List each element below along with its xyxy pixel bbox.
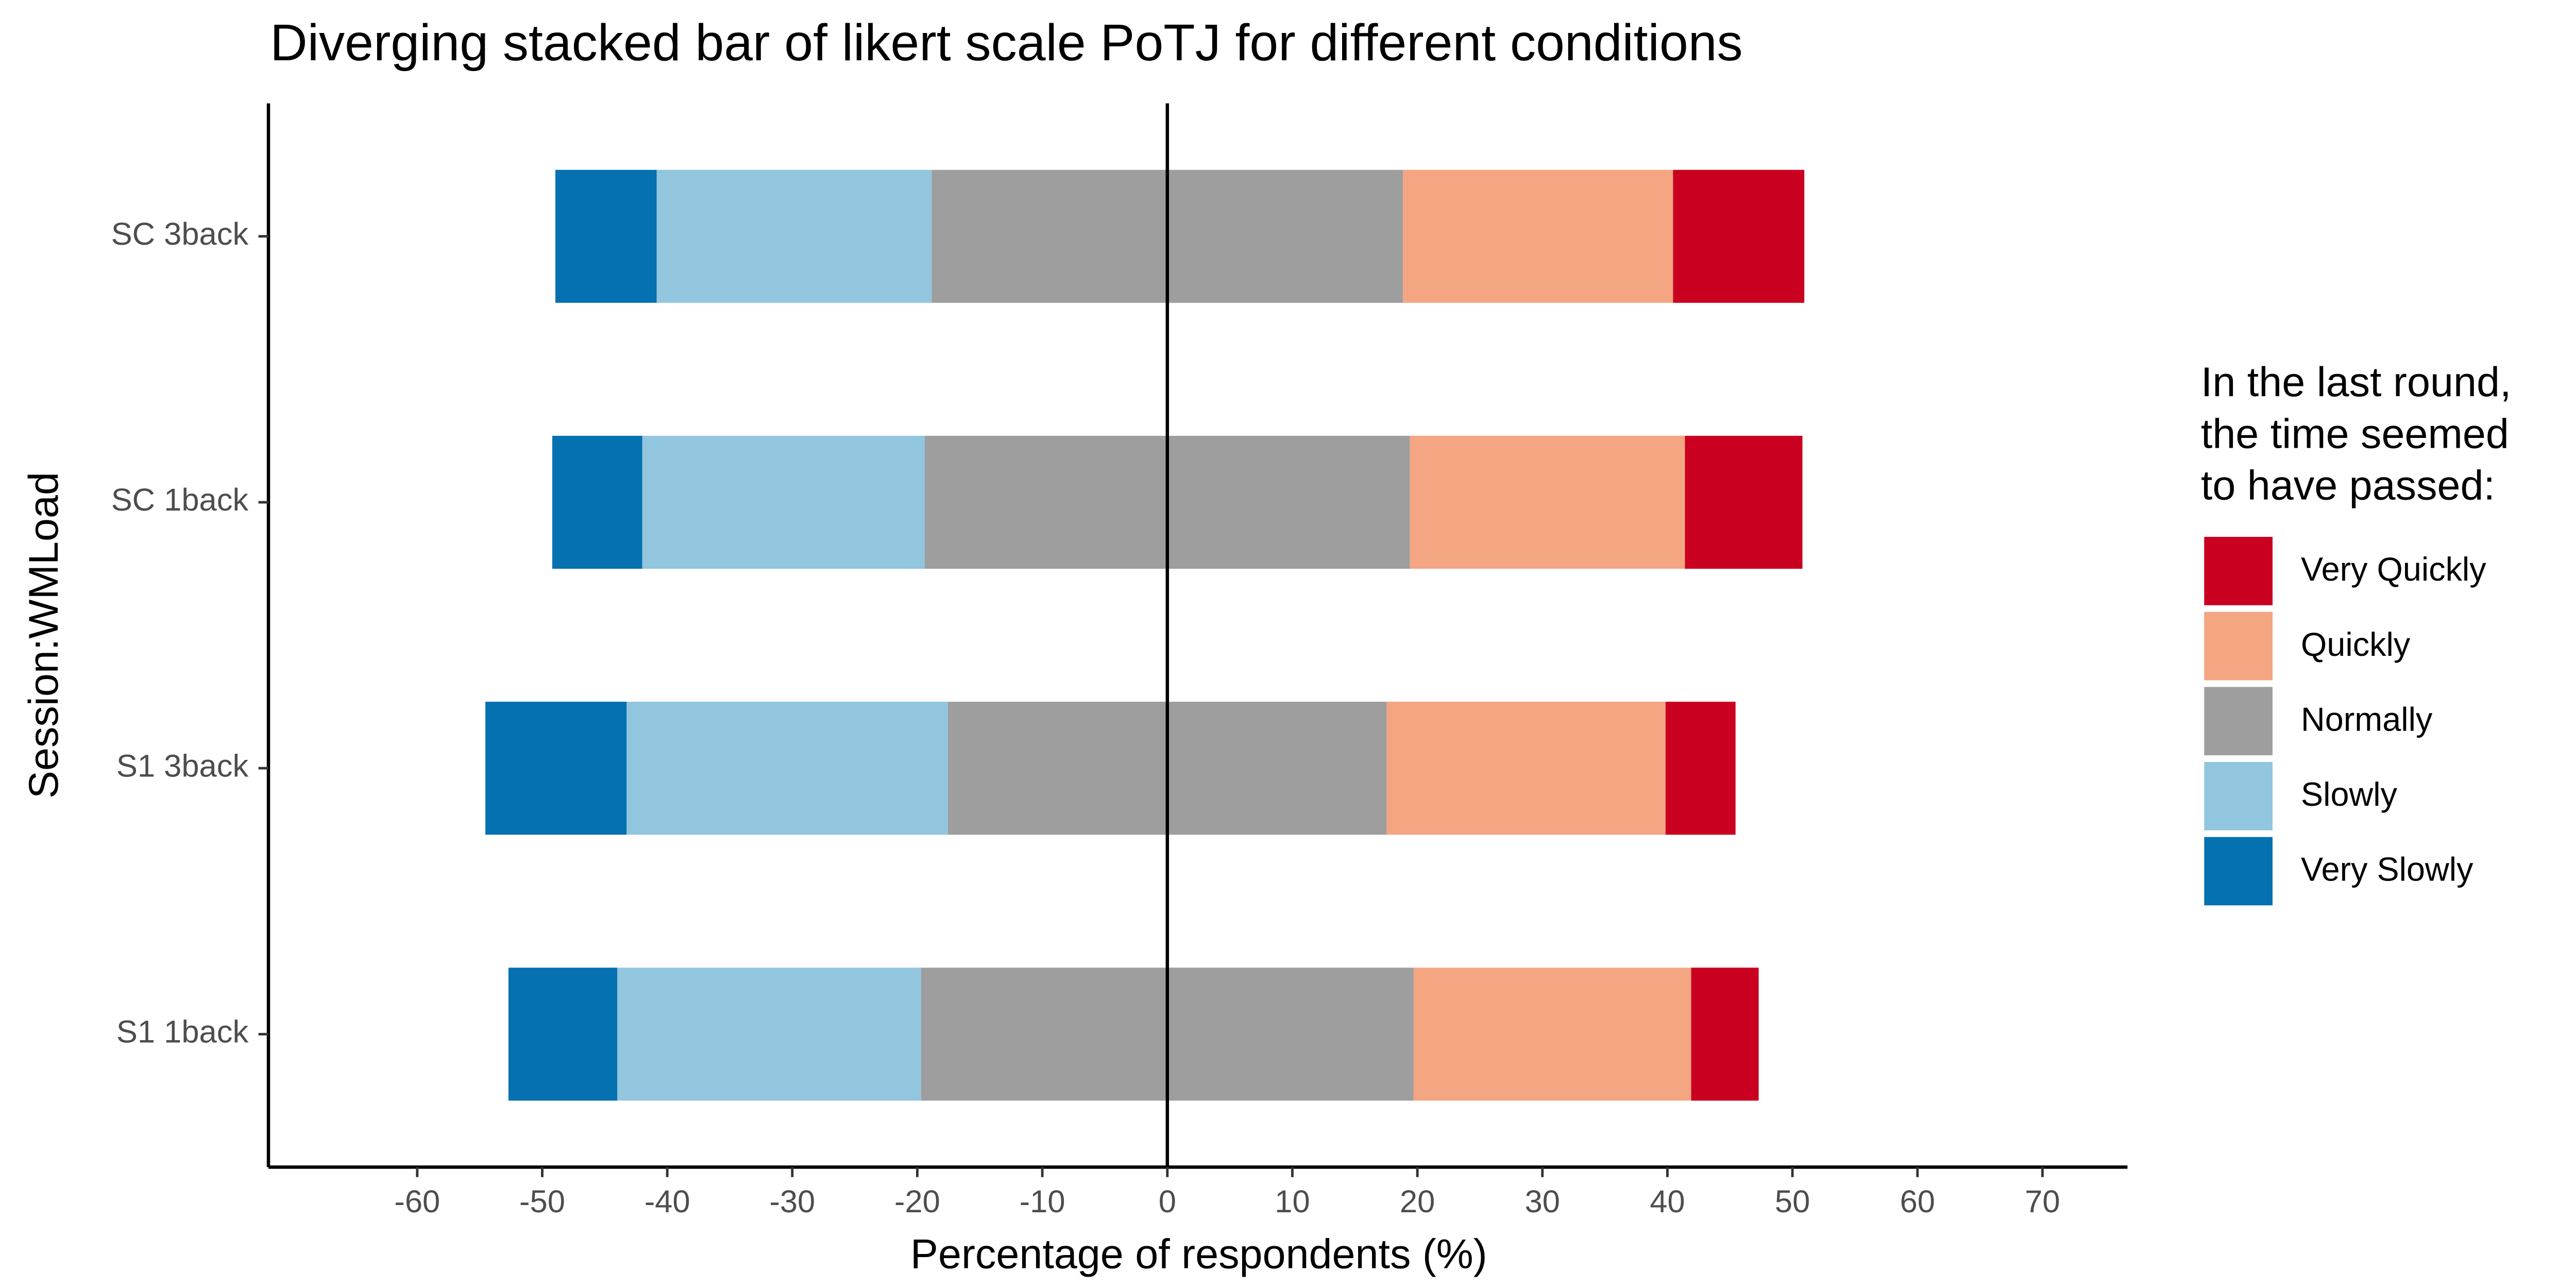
- bar-segment: [552, 435, 642, 569]
- y-tick-label: S1 1back: [116, 1014, 249, 1050]
- x-tick-label: -50: [519, 1184, 565, 1219]
- legend-label: Very Slowly: [2301, 851, 2473, 888]
- x-axis-title: Percentage of respondents (%): [910, 1231, 1487, 1278]
- legend-title: In the last round,: [2201, 359, 2512, 405]
- bar-segment: [656, 170, 932, 303]
- y-axis-title: Session:WMLoad: [21, 472, 67, 799]
- legend-label: Very Quickly: [2301, 550, 2486, 588]
- x-tick-label: 20: [1400, 1184, 1435, 1219]
- bar-segment: [1685, 435, 1803, 569]
- bar-segment: [485, 702, 627, 835]
- bar-segment: [642, 435, 925, 569]
- x-tick-label: -10: [1020, 1184, 1065, 1219]
- bar-segment: [555, 170, 657, 303]
- legend-key: [2204, 537, 2273, 605]
- x-tick-label: -30: [769, 1184, 815, 1219]
- x-tick-label: 0: [1159, 1184, 1176, 1219]
- x-tick-label: 60: [1900, 1184, 1935, 1219]
- legend-key: [2204, 761, 2273, 831]
- y-tick-label: SC 1back: [111, 482, 249, 518]
- x-tick-label: 50: [1775, 1184, 1810, 1219]
- bar-segment: [1413, 968, 1691, 1101]
- legend-label: Slowly: [2301, 775, 2398, 813]
- bar-segment: [1691, 968, 1759, 1101]
- bar-segment: [1386, 702, 1666, 835]
- y-tick-label: SC 3back: [111, 216, 249, 252]
- legend-key: [2204, 612, 2273, 681]
- bar-segment: [1403, 170, 1673, 303]
- x-tick-label: -40: [645, 1184, 690, 1219]
- legend-label: Quickly: [2301, 625, 2411, 663]
- x-tick-label: 40: [1650, 1184, 1685, 1219]
- x-tick-label: -20: [894, 1184, 940, 1219]
- legend-key: [2204, 837, 2273, 906]
- x-tick-label: -60: [394, 1184, 440, 1219]
- legend-title: to have passed:: [2201, 463, 2495, 509]
- bar-segment: [1673, 170, 1805, 303]
- bar-segment: [626, 702, 948, 835]
- y-tick-label: S1 3back: [116, 748, 249, 784]
- legend-label: Normally: [2301, 700, 2433, 738]
- chart-title: Diverging stacked bar of likert scale Po…: [270, 14, 1742, 72]
- x-tick-label: 10: [1275, 1184, 1310, 1219]
- bar-segment: [508, 968, 618, 1101]
- bar-segment: [617, 968, 921, 1101]
- bar-segment: [1410, 435, 1685, 569]
- legend-key: [2204, 687, 2273, 756]
- legend-title: the time seemed: [2201, 411, 2509, 457]
- x-tick-label: 30: [1525, 1184, 1560, 1219]
- x-tick-label: 70: [2025, 1184, 2060, 1219]
- bar-segment: [1665, 702, 1736, 835]
